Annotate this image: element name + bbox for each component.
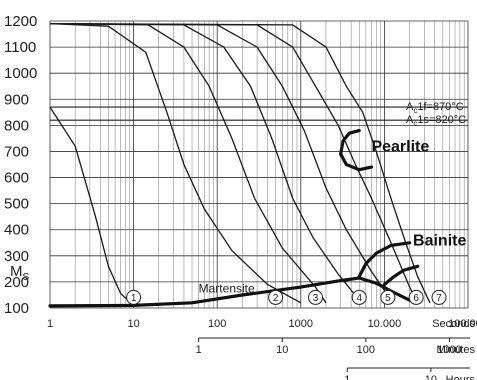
cooling-curve (49, 106, 135, 306)
cooling-curve (49, 22, 392, 301)
curve-marker-circle (431, 289, 447, 305)
x-tick-label: 10 (127, 318, 139, 330)
x-tick-label: 1 (47, 318, 53, 330)
secondary-tick-label: 1000 (437, 344, 461, 356)
transformation-regions: Pearlite Bainite Martensite (48, 129, 466, 308)
y-tick-label: 300 (4, 248, 29, 265)
y-tick-label: 500 (4, 196, 29, 213)
curve-markers: 1 2 3 4 5 6 7 (126, 289, 447, 305)
y-tick-label: 100 (4, 300, 29, 317)
curve-marker: 6 (408, 289, 424, 305)
region-boundary (339, 129, 361, 156)
curve-marker: 7 (431, 289, 447, 305)
x-tick-label: 1000 (289, 318, 313, 330)
x-tick-label: 100 (208, 318, 226, 330)
curve-marker-circle (380, 289, 396, 305)
cooling-curves (49, 22, 431, 306)
x-axis-unit-seconds: Seconds (432, 318, 475, 330)
region-boundary (382, 264, 420, 287)
y-tick-label: 600 (4, 170, 29, 187)
region-label: Bainite (413, 232, 466, 249)
secondary-tick-label: 1 (196, 344, 202, 356)
curve-marker-label: 6 (413, 293, 419, 304)
y-tick-label: 200 (4, 274, 29, 291)
y-tick-label: 700 (4, 143, 29, 160)
curve-marker-label: 2 (273, 293, 279, 304)
y-tick-label: 800 (4, 117, 29, 134)
curve-marker-circle (308, 289, 324, 305)
curve-marker: 4 (351, 289, 367, 305)
cooling-curve (49, 22, 327, 304)
x-tick-label: 10.000 (368, 318, 402, 330)
region-boundary (357, 241, 412, 279)
x-axis-unit-hours: Hours (446, 374, 476, 380)
region-boundary (48, 276, 412, 308)
curve-marker-label: 1 (131, 293, 137, 304)
curve-marker-circle (408, 289, 424, 305)
region-label: Pearlite (371, 138, 429, 155)
cooling-curve (49, 22, 431, 304)
curve-marker: 3 (308, 289, 324, 305)
curve-marker-label: 5 (385, 293, 391, 304)
axis-ticks: 1200110010009008007006005004003002001001… (4, 13, 477, 330)
curve-marker-label: 3 (313, 293, 319, 304)
curve-marker: 5 (380, 289, 396, 305)
grid (49, 20, 469, 309)
curve-marker-label: 4 (356, 293, 362, 304)
secondary-tick-label: 100 (357, 344, 375, 356)
y-tick-label: 900 (4, 91, 29, 108)
curve-marker-label: 7 (436, 293, 442, 304)
y-tick-label: 1200 (4, 13, 37, 30)
ms-label: MS (10, 263, 30, 283)
cooling-curve (49, 22, 419, 304)
y-tick-label: 1000 (4, 65, 37, 82)
reference-line-label: Ac1s=820°C (406, 114, 466, 128)
cooling-curve (49, 22, 302, 304)
secondary-tick-label: 10 (425, 374, 437, 380)
secondary-tick-label: 10 (276, 344, 288, 356)
y-tick-label: 400 (4, 222, 29, 239)
curve-marker-circle (351, 289, 367, 305)
x-tick-label: 100.000 (448, 318, 477, 330)
secondary-tick-label: 1 (344, 374, 350, 380)
reference-line-label: Ac1f=870°C (406, 101, 464, 115)
region-boundary (339, 152, 374, 172)
x-axis-unit-minutes: Minutes (436, 344, 475, 356)
curve-marker-circle (268, 289, 284, 305)
y-tick-label: 1100 (4, 39, 36, 56)
cooling-curve (49, 22, 360, 301)
region-label: Martensite (199, 281, 255, 295)
curve-marker: 2 (268, 289, 284, 305)
curve-marker: 1 (126, 289, 142, 305)
curve-marker-circle (126, 289, 142, 305)
